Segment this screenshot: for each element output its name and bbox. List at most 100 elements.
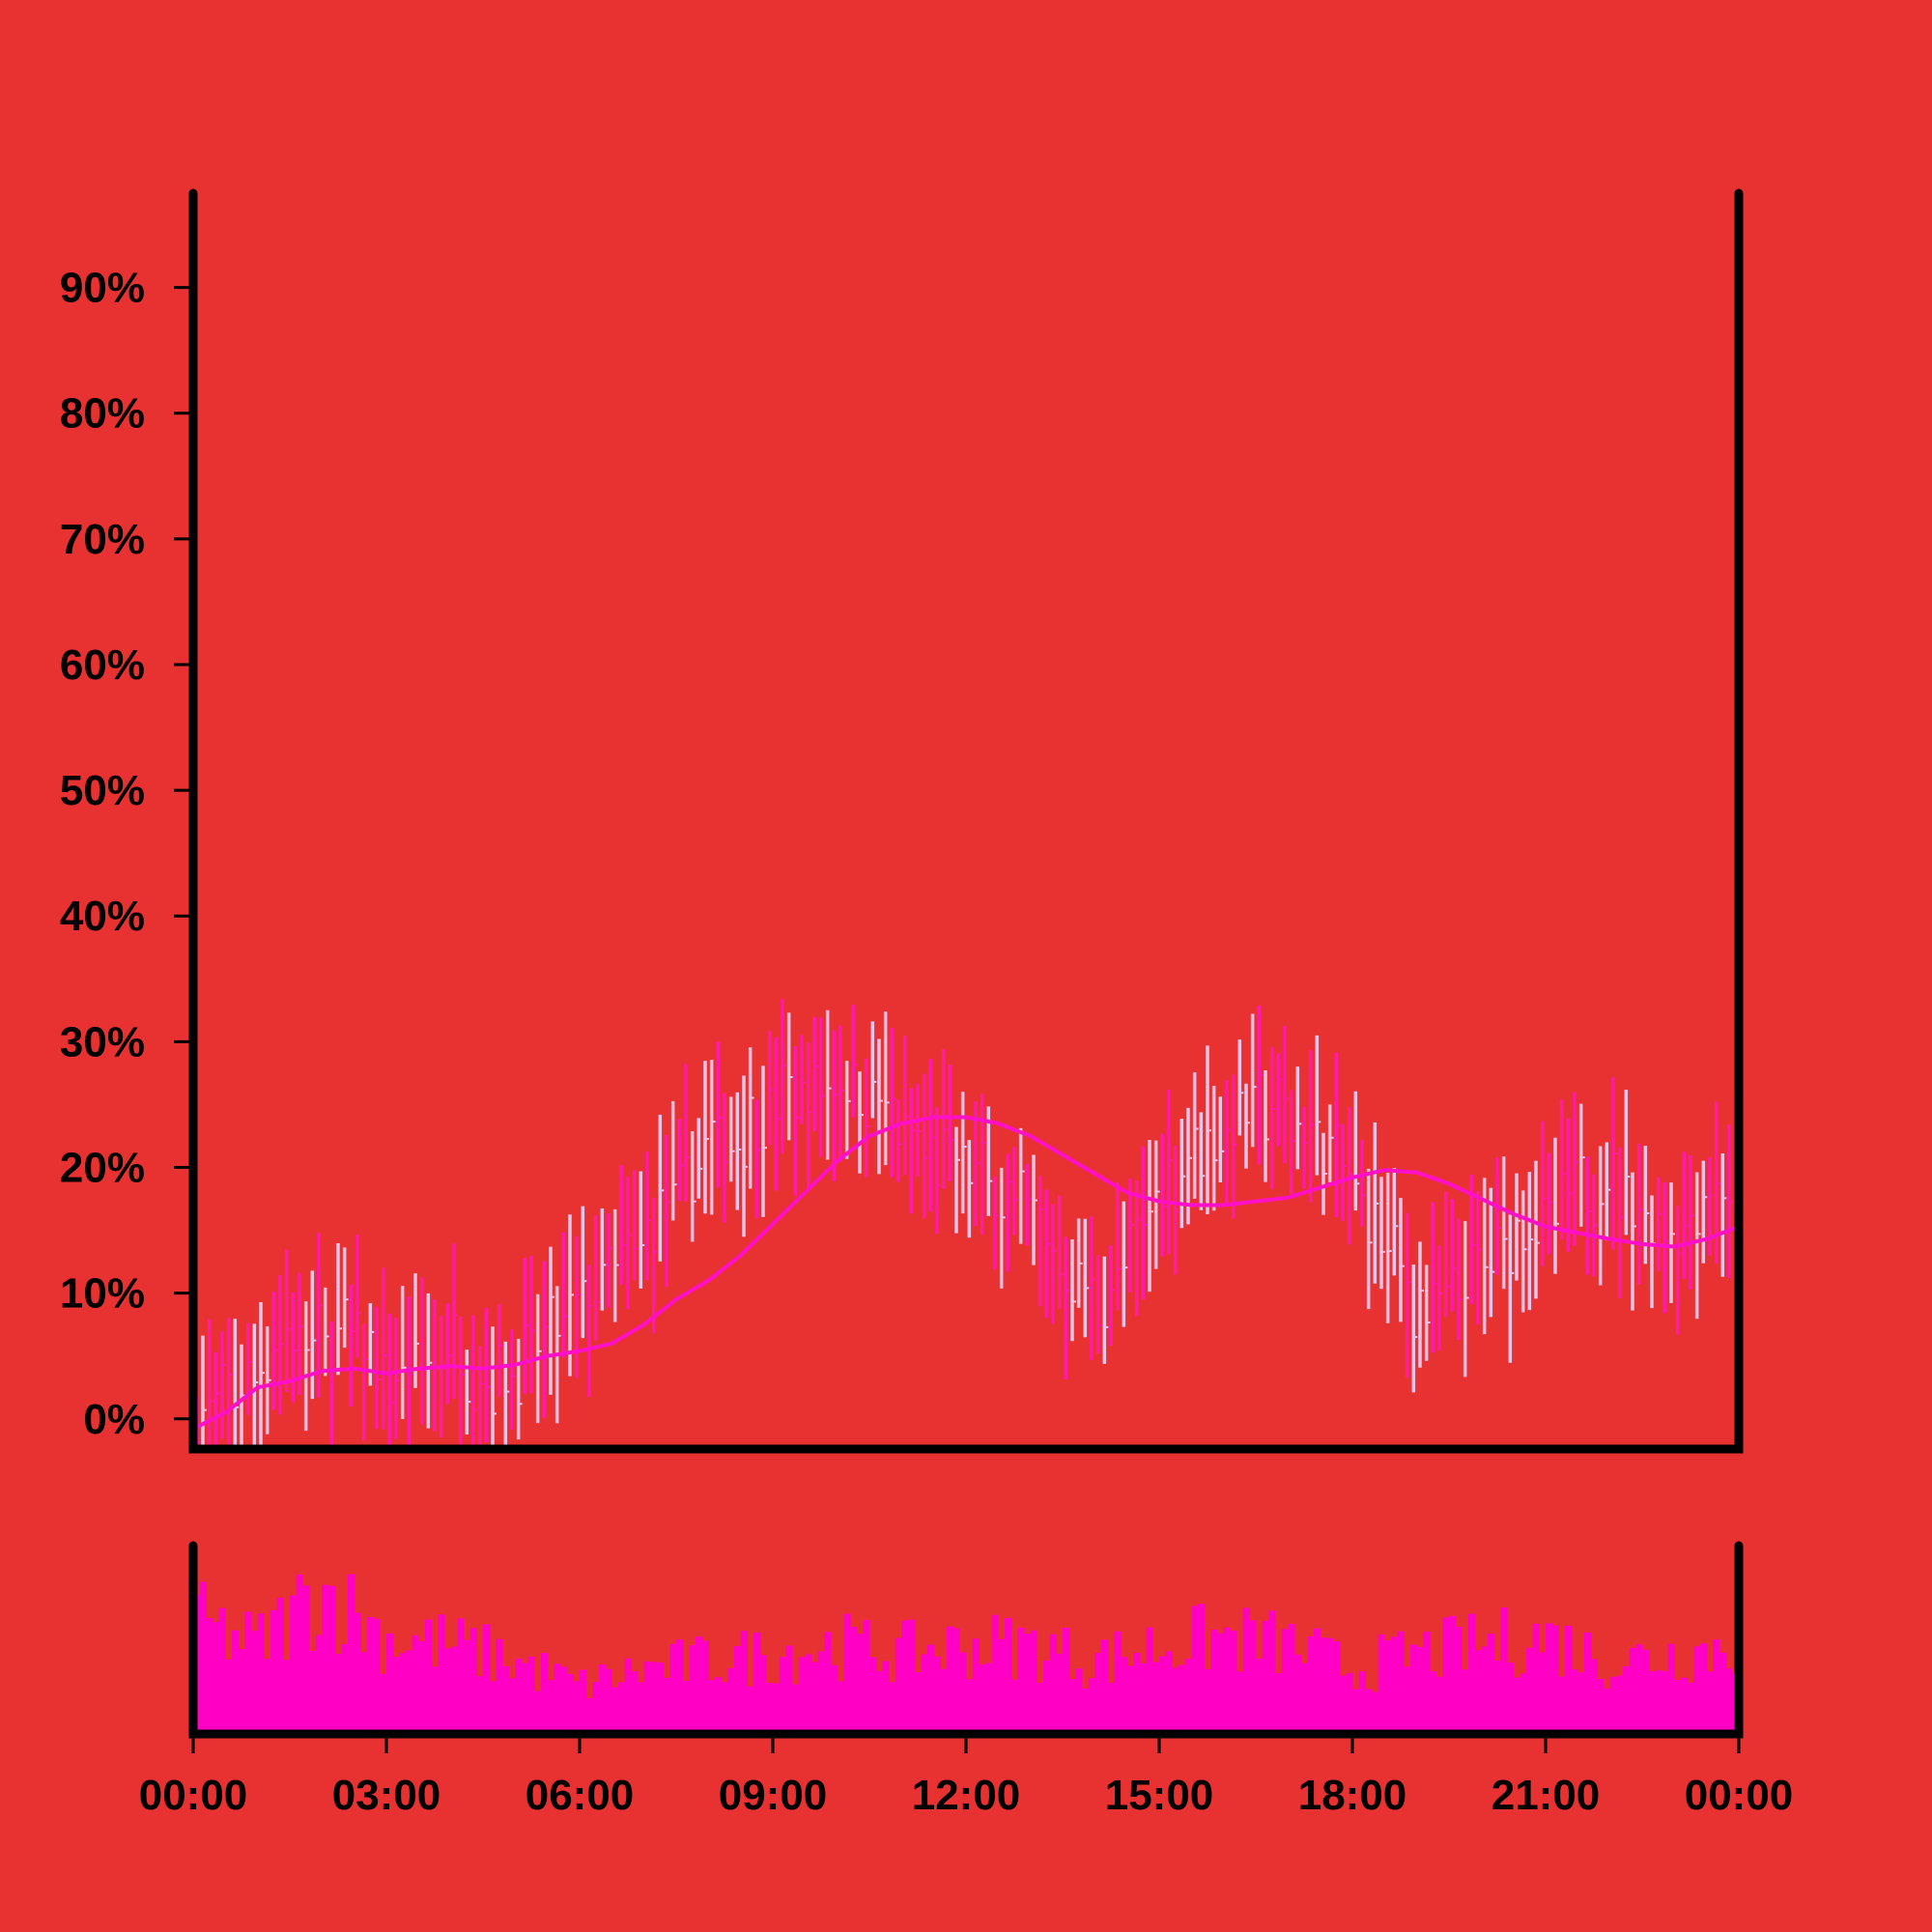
volume-bar bbox=[541, 1653, 549, 1734]
volume-bar bbox=[276, 1597, 284, 1734]
volume-bar bbox=[1320, 1637, 1327, 1734]
volume-bar bbox=[290, 1595, 298, 1734]
volume-bar bbox=[309, 1650, 317, 1734]
x-tick-label: 15:00 bbox=[1105, 1772, 1214, 1819]
volume-bar bbox=[283, 1660, 291, 1734]
x-tick-label: 00:00 bbox=[139, 1772, 248, 1819]
volume-bar bbox=[1551, 1625, 1559, 1734]
volume-bar bbox=[1430, 1671, 1437, 1734]
volume-bar bbox=[1493, 1661, 1501, 1734]
y-tick-label: 90% bbox=[60, 265, 145, 312]
volume-bar bbox=[933, 1656, 941, 1734]
volume-bar bbox=[1500, 1607, 1508, 1734]
volume-bar bbox=[914, 1672, 922, 1734]
volume-bar bbox=[676, 1639, 684, 1734]
volume-bar bbox=[1063, 1628, 1070, 1734]
volume-bar bbox=[1307, 1635, 1315, 1734]
moving-average-line bbox=[193, 1115, 1739, 1431]
volume-bar bbox=[605, 1668, 612, 1734]
volume-bar bbox=[1474, 1650, 1482, 1734]
volume-bar bbox=[1268, 1610, 1276, 1734]
volume-bar bbox=[1662, 1670, 1669, 1734]
price-axis-frame bbox=[188, 188, 1744, 1454]
volume-bar bbox=[657, 1662, 665, 1734]
volume-bar bbox=[1191, 1605, 1199, 1734]
volume-bar bbox=[380, 1673, 387, 1734]
volume-bar bbox=[1005, 1617, 1012, 1734]
volume-bar bbox=[1674, 1679, 1682, 1734]
volume-bar bbox=[483, 1624, 491, 1734]
volume-bar bbox=[792, 1684, 800, 1734]
volume-bar bbox=[734, 1646, 742, 1734]
volume-bar bbox=[1590, 1659, 1598, 1734]
volume-bar bbox=[631, 1671, 639, 1734]
volume-bar bbox=[1152, 1662, 1160, 1734]
volume-bar bbox=[296, 1574, 303, 1734]
volume-bar bbox=[373, 1618, 381, 1734]
volume-bar bbox=[618, 1682, 626, 1734]
x-tick-label: 06:00 bbox=[526, 1772, 635, 1819]
volume-bar bbox=[1121, 1657, 1128, 1734]
volume-bar bbox=[1230, 1630, 1237, 1734]
volume-bar bbox=[682, 1680, 690, 1734]
volume-bar bbox=[1507, 1662, 1515, 1734]
volume-bar bbox=[1165, 1651, 1173, 1734]
volume-bar bbox=[315, 1634, 323, 1734]
volume-bar bbox=[1584, 1632, 1592, 1734]
volume-bar bbox=[1204, 1668, 1211, 1734]
volume-bar bbox=[218, 1607, 226, 1734]
volume-bar bbox=[1346, 1672, 1353, 1734]
volume-bar bbox=[406, 1650, 413, 1734]
volume-bar bbox=[1088, 1678, 1095, 1734]
volume-bar bbox=[496, 1638, 503, 1734]
y-tick-label: 30% bbox=[60, 1018, 145, 1065]
volume-bar bbox=[1681, 1677, 1689, 1734]
volume-bar bbox=[1449, 1615, 1457, 1734]
volume-bar bbox=[444, 1648, 452, 1734]
x-tick-label: 00:00 bbox=[1685, 1772, 1794, 1819]
price-bars bbox=[194, 999, 1739, 1449]
y-tick-label: 60% bbox=[60, 641, 145, 689]
volume-bar bbox=[213, 1622, 220, 1734]
volume-bar bbox=[985, 1662, 993, 1734]
y-tick-label: 20% bbox=[60, 1145, 145, 1192]
volume-bar bbox=[927, 1644, 935, 1734]
axis-ticks: 0% 10% 20% 30% 40% 50% 60% 70% 80% 90% 00:00 03:00 0… bbox=[60, 265, 1793, 1819]
volume-bar bbox=[1082, 1688, 1090, 1734]
volume-bar bbox=[1101, 1639, 1109, 1734]
volume-bar bbox=[1539, 1652, 1547, 1734]
volume-bar bbox=[1423, 1632, 1431, 1734]
volume-bar bbox=[1655, 1670, 1662, 1734]
volume-bar bbox=[1609, 1676, 1617, 1734]
volume-bar bbox=[1326, 1637, 1334, 1734]
volume-bar bbox=[1616, 1675, 1624, 1734]
volume-bar bbox=[450, 1646, 458, 1734]
volume-bar bbox=[947, 1626, 954, 1734]
volume-bar bbox=[1107, 1682, 1115, 1734]
volume-bar bbox=[1288, 1624, 1295, 1734]
volume-bar bbox=[1520, 1673, 1527, 1734]
volume-bar bbox=[959, 1652, 967, 1734]
volume-bar bbox=[1462, 1669, 1469, 1734]
volume-bar bbox=[354, 1612, 361, 1734]
volume-bar bbox=[901, 1620, 909, 1734]
volume-bar bbox=[1565, 1625, 1573, 1734]
volume-bar bbox=[1713, 1639, 1720, 1734]
x-tick-label: 03:00 bbox=[332, 1772, 441, 1819]
volume-bar bbox=[1455, 1627, 1463, 1734]
volume-bar bbox=[727, 1667, 735, 1734]
volume-bar bbox=[766, 1682, 774, 1734]
volume-bar bbox=[1577, 1672, 1585, 1734]
volume-bar bbox=[502, 1665, 510, 1734]
volume-bar bbox=[534, 1690, 542, 1734]
volume-bar bbox=[798, 1657, 806, 1734]
volume-bar bbox=[508, 1678, 516, 1734]
volume-bar bbox=[1314, 1628, 1321, 1734]
x-tick-label: 21:00 bbox=[1492, 1772, 1601, 1819]
volume-bar bbox=[875, 1670, 883, 1734]
volume-bar bbox=[244, 1611, 252, 1734]
volume-bar bbox=[1159, 1656, 1167, 1734]
volume-bar bbox=[515, 1659, 523, 1734]
volume-bar bbox=[1339, 1675, 1347, 1734]
volume-bar bbox=[1481, 1646, 1489, 1734]
